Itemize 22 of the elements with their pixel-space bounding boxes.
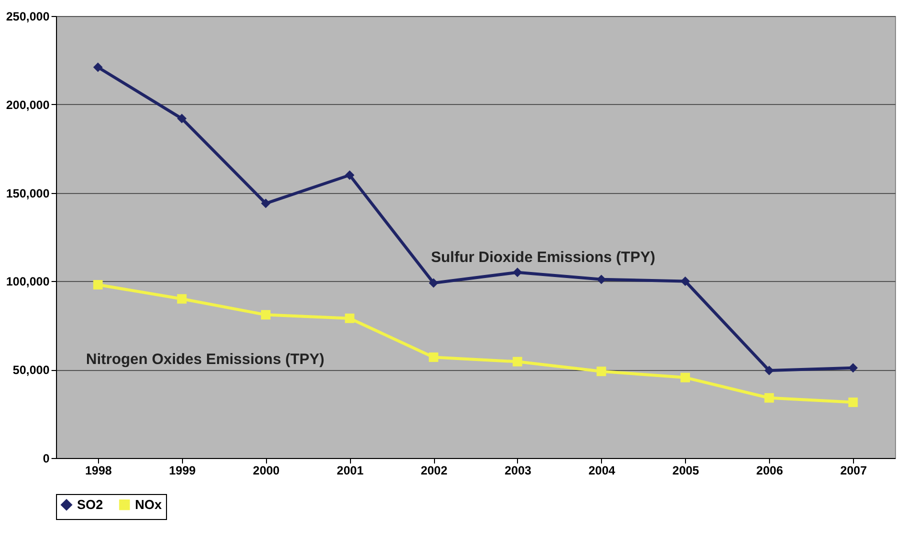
- x-tick-label: 2000: [252, 464, 280, 478]
- annotation: Sulfur Dioxide Emissions (TPY): [431, 249, 656, 266]
- y-tick-label: 0: [42, 452, 50, 466]
- x-tick-label: 2002: [420, 464, 448, 478]
- point: [93, 280, 103, 290]
- x-tick-label: 2005: [672, 464, 700, 478]
- x-tick-label: 2003: [504, 464, 532, 478]
- point: [93, 62, 103, 72]
- y-tick-label: 50,000: [12, 363, 50, 378]
- y-tick-label: 150,000: [6, 186, 50, 200]
- x-tick-label: 2001: [336, 464, 364, 478]
- legend-label: NOx: [135, 496, 162, 512]
- y-tick-label: 100,000: [6, 274, 50, 289]
- y-tick-label: 200,000: [6, 98, 50, 112]
- x-tick-label: 2006: [756, 464, 784, 478]
- y-tick-label: 250,000: [6, 10, 50, 24]
- x-tick-label: 2007: [840, 464, 868, 478]
- annotation: Nitrogen Oxides Emissions (TPY): [86, 351, 324, 368]
- x-tick-label: 1998: [85, 464, 112, 478]
- x-tick-label: 1999: [169, 464, 196, 478]
- x-tick-label: 2004: [588, 464, 616, 478]
- legend-label: SO2: [77, 496, 104, 512]
